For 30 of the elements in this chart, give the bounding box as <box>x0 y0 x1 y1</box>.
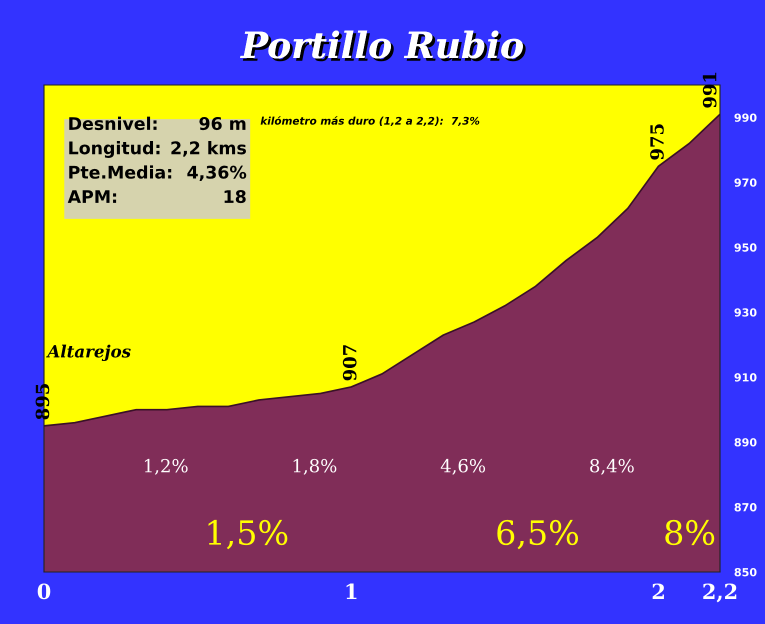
annotation: 1,2% <box>144 458 188 475</box>
text: Desnivel: 96 m <box>69 116 246 130</box>
annotation: 4,6% <box>440 458 486 475</box>
annotation: 8% <box>665 520 714 546</box>
annotation: Longitud: 2,2 kms <box>69 141 246 158</box>
y-tick-label: 990 <box>734 113 757 122</box>
annotation: 1,8% <box>294 458 336 475</box>
data-label: 895 <box>36 384 50 420</box>
y-tick-label: 870 <box>734 503 757 512</box>
x-tick-label: 1 <box>346 583 356 599</box>
annotation: kilómetro más duro (1,2 a 2,2): 7,3% <box>260 116 480 126</box>
y-tick-label: 930 <box>734 308 757 317</box>
annotation: 8,4% <box>590 458 634 475</box>
y-tick-label: 910 <box>734 373 757 382</box>
y-tick-label: 950 <box>734 243 757 252</box>
annotation: 6,5% <box>497 520 578 550</box>
chart-title: Portillo Rubio <box>240 30 526 62</box>
y-tick-label: 970 <box>734 178 757 187</box>
y-tick-label: 850 <box>734 568 757 576</box>
x-tick-label: 2,2 <box>703 583 736 602</box>
text: APM: 18 <box>68 190 246 204</box>
data-label: 991 <box>702 72 716 108</box>
data-label: 975 <box>650 124 664 160</box>
x-tick-label: 0 <box>38 583 50 600</box>
annotation: Pte.Media: 4,36% <box>69 165 246 182</box>
data-label: 907 <box>342 345 357 380</box>
annotation: 1,5% <box>208 520 288 550</box>
annotation: Altarejos <box>46 344 131 362</box>
y-tick-label: 890 <box>734 438 757 447</box>
x-tick-label: 2 <box>652 583 664 599</box>
